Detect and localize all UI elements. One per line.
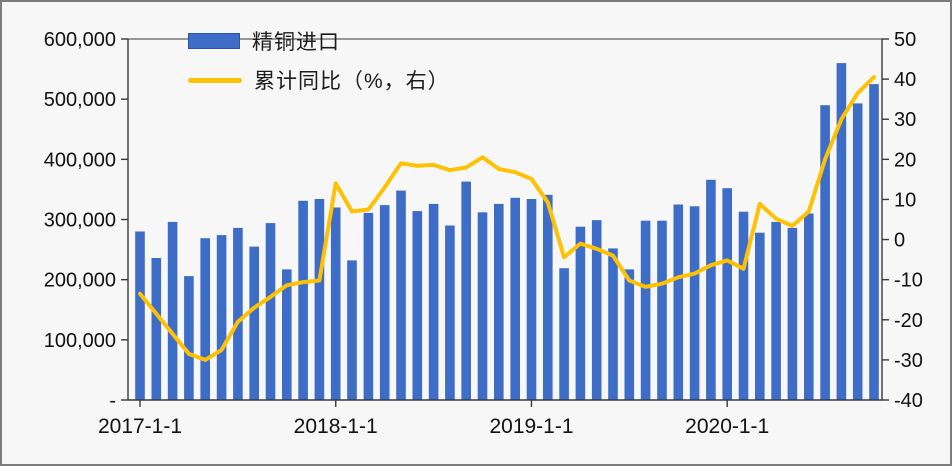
right-axis-tick-label: -10 [894, 270, 923, 292]
bar-2018-08 [445, 225, 455, 400]
bar-2017-12 [314, 199, 325, 400]
bar-2019-07 [624, 269, 635, 400]
legend-label-bar-series: 精铜进口 [252, 31, 340, 54]
bar-2019-05 [591, 220, 602, 400]
left-axis-tick-label: 400,000 [44, 149, 116, 171]
right-axis-tick-label: 10 [894, 189, 916, 211]
bar-2018-09 [461, 181, 471, 400]
bar-2020-08 [836, 63, 847, 400]
bar-2018-10 [477, 212, 488, 400]
bar-2017-03 [167, 221, 178, 400]
bar-2017-09 [265, 223, 276, 400]
left-axis-labels: - 100,000 200,000 300,000 400,000 500,000 600,… [44, 29, 116, 412]
bar-2019-03 [559, 268, 569, 400]
bar-2020-06 [804, 213, 814, 400]
right-axis-tick-label: -40 [894, 390, 923, 412]
bar-2018-04 [379, 205, 390, 400]
left-axis-tick-label: 300,000 [44, 210, 116, 232]
legend-item-bar-series: 精铜进口 [188, 26, 450, 56]
bar-swatch-icon [188, 33, 240, 49]
x-axis-tick-label: 2017-1-1 [98, 415, 182, 438]
bar-2018-11 [494, 203, 504, 400]
bar-2019-04 [575, 226, 586, 400]
bar-2018-02 [347, 260, 357, 400]
bar-2018-07 [428, 203, 439, 400]
bar-2018-03 [363, 212, 374, 400]
bar-2020-09 [852, 103, 863, 401]
left-axis-tick-label: 100,000 [44, 330, 116, 352]
right-axis-tick-label: -30 [894, 350, 923, 372]
right-axis-tick-label: 50 [894, 29, 916, 51]
right-axis-tick-label: 20 [894, 149, 916, 171]
bar-2017-08 [249, 246, 259, 400]
bar-2019-09 [657, 220, 667, 400]
bar-2020-07 [820, 105, 830, 400]
left-axis-tick-label: 500,000 [44, 89, 116, 111]
bar-2020-04 [771, 221, 781, 400]
bar-2019-01 [526, 199, 537, 400]
bar-2017-05 [200, 238, 210, 400]
x-axis-labels: 2017-1-1 2018-1-1 2019-1-1 2020-1-1 [98, 415, 769, 438]
left-axis-tick-label: 200,000 [44, 270, 116, 292]
bar-2017-01 [135, 231, 145, 400]
right-axis-tick-label: 40 [894, 69, 916, 91]
bar-2017-02 [151, 258, 162, 400]
x-axis-tick-label: 2020-1-1 [685, 415, 769, 438]
bar-2020-03 [755, 232, 765, 400]
bar-2018-01 [330, 207, 341, 400]
bar-2018-12 [510, 197, 520, 400]
bar-2020-05 [787, 227, 798, 400]
bar-2017-07 [233, 227, 243, 400]
bar-2020-02 [738, 211, 749, 400]
bar-2019-10 [673, 204, 684, 400]
x-axis-tick-label: 2018-1-1 [294, 415, 378, 438]
x-axis-tick-label: 2019-1-1 [489, 415, 573, 438]
bar-2019-12 [706, 179, 716, 400]
bar-2019-06 [608, 248, 618, 400]
bar-2017-06 [216, 235, 227, 400]
line-swatch-icon [188, 77, 242, 83]
bar-2019-08 [640, 220, 651, 400]
yoy-line [138, 75, 876, 362]
right-axis-labels: 50 40 30 20 10 0 -10 -20 -30 -40 [894, 29, 923, 412]
legend-label-line-series: 累计同比（%，右） [254, 70, 450, 93]
bar-2019-02 [543, 194, 553, 400]
right-axis-tick-label: -20 [894, 310, 923, 332]
bar-2019-11 [689, 206, 700, 400]
right-axis-tick-label: 30 [894, 109, 916, 131]
left-axis-tick-label: - [109, 390, 116, 412]
bar-2018-06 [412, 211, 423, 400]
legend: 精铜进口 累计同比（%，右） [188, 26, 450, 95]
bar-2020-10 [869, 84, 879, 400]
legend-item-line-series: 累计同比（%，右） [188, 65, 450, 95]
left-axis-tick-label: 600,000 [44, 29, 116, 51]
bar-2018-05 [396, 190, 406, 400]
bar-2017-11 [298, 200, 308, 400]
bar-2020-01 [722, 188, 732, 400]
bar-2017-04 [184, 276, 194, 400]
bar-2017-10 [282, 269, 292, 400]
bars-group [135, 63, 879, 401]
right-axis-tick-label: 0 [894, 230, 905, 252]
